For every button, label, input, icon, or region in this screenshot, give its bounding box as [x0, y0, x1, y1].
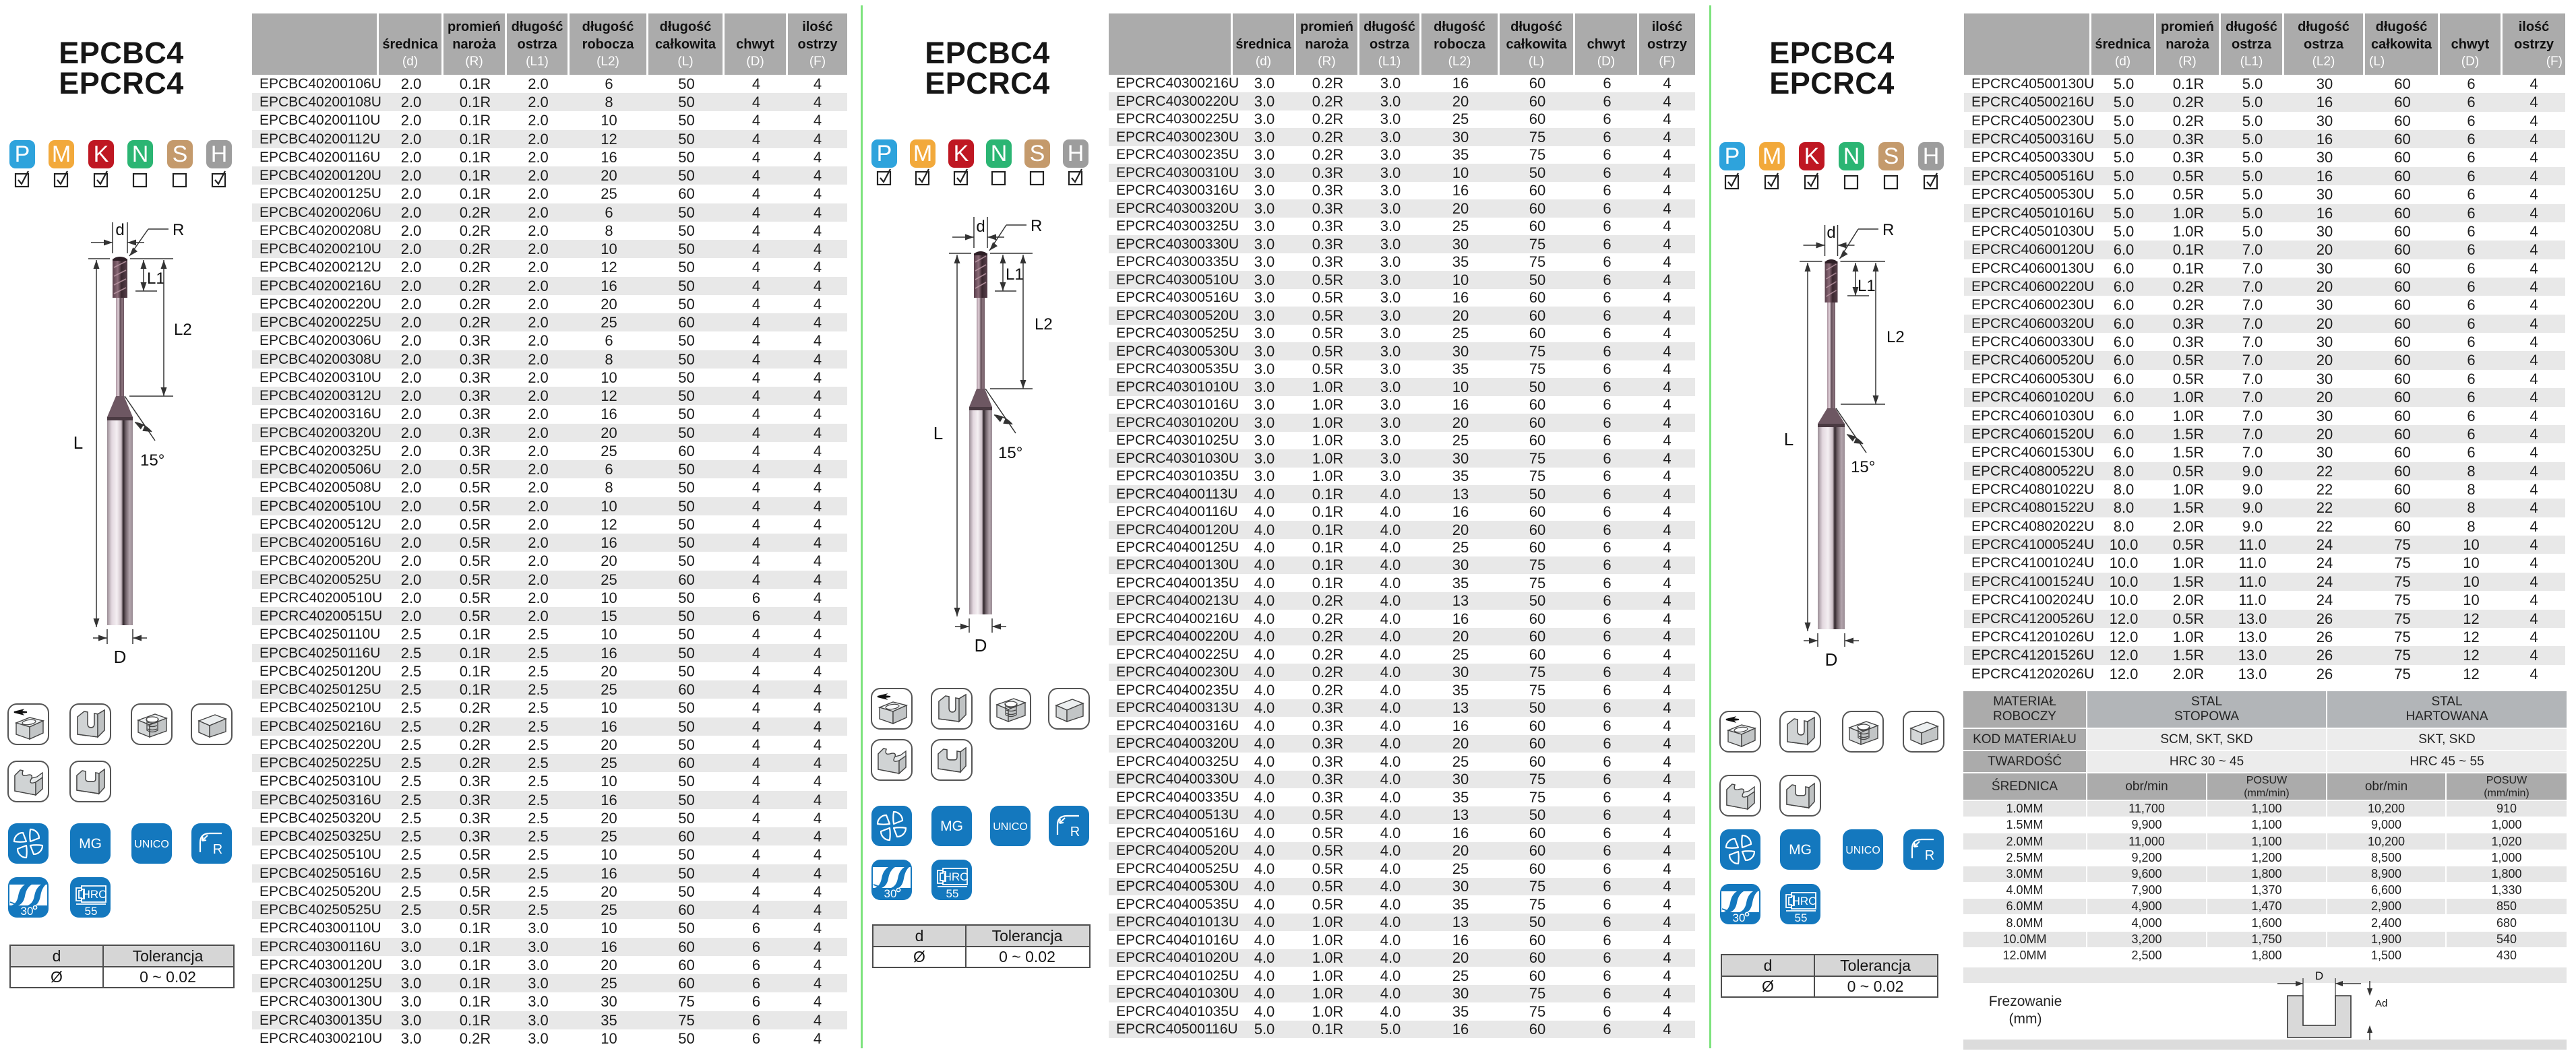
svg-text:D: D [1825, 649, 1838, 670]
svg-text:L: L [1784, 429, 1793, 449]
svg-text:L1: L1 [147, 269, 165, 288]
svg-text:L: L [933, 423, 943, 443]
svg-text:15°: 15° [1851, 458, 1875, 476]
svg-text:D: D [2315, 969, 2323, 982]
svg-text:L1: L1 [1006, 265, 1024, 284]
svg-text:15°: 15° [998, 444, 1022, 462]
svg-text:d: d [1827, 224, 1835, 242]
svg-text:15°: 15° [140, 451, 164, 470]
svg-text:L1: L1 [1858, 277, 1876, 295]
svg-text:d: d [115, 221, 124, 239]
svg-text:L2: L2 [1035, 315, 1053, 333]
svg-text:R: R [173, 221, 184, 239]
svg-text:D: D [975, 635, 987, 656]
svg-text:D: D [114, 647, 127, 667]
svg-text:Ad: Ad [2375, 998, 2387, 1009]
svg-text:d: d [976, 218, 985, 236]
svg-text:L: L [73, 433, 83, 453]
svg-text:L2: L2 [174, 321, 192, 339]
svg-text:R: R [1031, 217, 1042, 235]
svg-text:L2: L2 [1887, 328, 1905, 346]
svg-text:R: R [1882, 221, 1894, 239]
